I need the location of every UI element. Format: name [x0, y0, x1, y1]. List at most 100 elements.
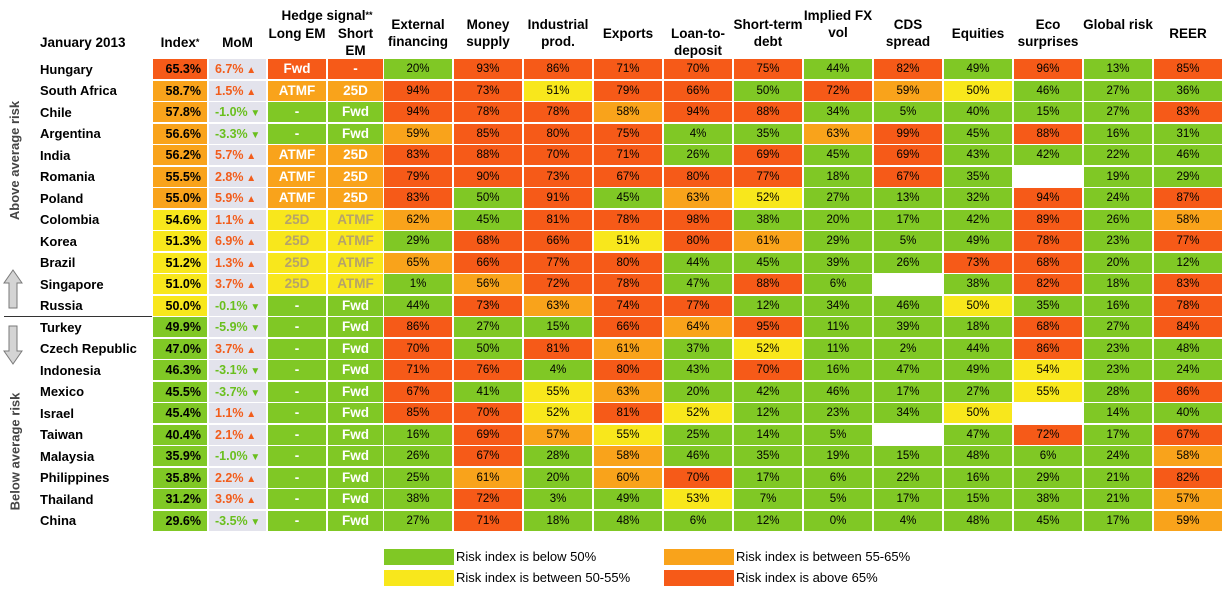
up-triangle-icon: ▲ — [243, 409, 257, 420]
data-cell: 16% — [384, 424, 452, 445]
down-triangle-icon: ▼ — [247, 108, 261, 119]
short-em-cell: 25D — [328, 166, 383, 187]
mom-value: 1.1% — [215, 212, 244, 227]
short-em-cell: Fwd — [328, 381, 383, 402]
data-cell: 11% — [804, 338, 872, 359]
data-cell: 73% — [944, 252, 1012, 273]
data-cell: 17% — [874, 489, 942, 509]
data-cell: 77% — [1154, 231, 1222, 251]
data-cell: 66% — [524, 231, 592, 251]
mom-cell: -3.7% ▼ — [209, 381, 266, 402]
data-cell: 73% — [454, 80, 522, 101]
data-cell: 50% — [944, 80, 1012, 101]
data-cell: 17% — [874, 209, 942, 230]
data-cell: 25% — [384, 467, 452, 488]
data-cell: 24% — [1154, 360, 1222, 380]
data-cell: 67% — [594, 166, 662, 187]
data-cell: 13% — [874, 188, 942, 208]
data-cell: 60% — [594, 467, 662, 488]
data-cell: 55% — [1014, 381, 1082, 402]
data-cell: 66% — [454, 252, 522, 273]
data-cell: 80% — [664, 166, 732, 187]
data-cell: 17% — [1084, 424, 1152, 445]
data-cell: 31% — [1154, 123, 1222, 144]
long-em-cell: 25D — [268, 252, 326, 273]
mom-cell: 5.7% ▲ — [209, 145, 266, 165]
data-cell: 59% — [384, 123, 452, 144]
country-label: Czech Republic — [40, 341, 137, 356]
data-cell: 87% — [1154, 188, 1222, 208]
long-em-cell: - — [268, 510, 326, 531]
index-cell: 51.3% — [153, 231, 207, 251]
data-cell: 85% — [454, 123, 522, 144]
legend-label: Risk index is above 65% — [736, 570, 878, 585]
data-cell: 26% — [664, 145, 732, 165]
data-cell: 81% — [524, 209, 592, 230]
data-cell: 34% — [874, 403, 942, 423]
data-cell: 4% — [524, 360, 592, 380]
mom-value: -5.9% — [215, 320, 248, 334]
data-cell: 77% — [664, 295, 732, 316]
data-cell: 70% — [524, 145, 592, 165]
data-cell: 80% — [524, 123, 592, 144]
mom-value: 6.7% — [215, 62, 244, 76]
index-cell: 56.2% — [153, 145, 207, 165]
country-label: Korea — [40, 233, 77, 249]
data-cell: 24% — [1084, 446, 1152, 466]
down-triangle-icon: ▼ — [247, 452, 261, 463]
data-cell: 19% — [804, 446, 872, 466]
index-header: Index* — [153, 34, 207, 51]
mom-cell: -1.0% ▼ — [209, 102, 266, 122]
mom-value: -0.1% — [215, 298, 248, 313]
data-cell: 93% — [454, 59, 522, 79]
down-triangle-icon: ▼ — [247, 129, 261, 141]
data-cell: 23% — [1084, 360, 1152, 380]
data-cell: 72% — [1014, 424, 1082, 445]
up-triangle-icon: ▲ — [243, 430, 257, 442]
data-cell: 66% — [594, 317, 662, 337]
data-cell: 16% — [1084, 123, 1152, 144]
data-cell: 50% — [454, 338, 522, 359]
data-cell: 20% — [1084, 252, 1152, 273]
data-cell: 52% — [734, 338, 802, 359]
data-cell: 13% — [1084, 59, 1152, 79]
data-cell: 82% — [874, 59, 942, 79]
data-cell: 38% — [1014, 489, 1082, 509]
data-cell: 44% — [384, 295, 452, 316]
mom-cell: 3.7% ▲ — [209, 274, 266, 294]
column-header: REER — [1169, 26, 1207, 41]
mom-value: 2.2% — [215, 470, 244, 485]
country-label: Taiwan — [40, 427, 84, 442]
long-em-cell: 25D — [268, 209, 326, 230]
data-cell: 12% — [1154, 252, 1222, 273]
data-cell: 75% — [594, 123, 662, 144]
column-header: Global risk — [1083, 17, 1153, 32]
data-cell: 45% — [594, 188, 662, 208]
mom-cell: 2.1% ▲ — [209, 424, 266, 445]
data-cell: 49% — [944, 59, 1012, 79]
data-cell: 85% — [1154, 59, 1222, 79]
data-cell: 48% — [1154, 338, 1222, 359]
data-cell: 40% — [1154, 403, 1222, 423]
data-cell: 88% — [734, 102, 802, 122]
short-em-cell: 25D — [328, 145, 383, 165]
up-triangle-icon: ▲ — [243, 151, 257, 162]
column-header: Money supply — [466, 17, 510, 49]
country-label: Poland — [40, 190, 84, 206]
mom-cell: -3.5% ▼ — [209, 510, 266, 531]
above-average-risk-text: Above average risk — [7, 100, 23, 220]
short-em-cell: ATMF — [328, 252, 383, 273]
long-em-cell: - — [268, 424, 326, 445]
up-triangle-icon: ▲ — [243, 86, 257, 98]
data-cell: 15% — [874, 446, 942, 466]
data-cell: 53% — [664, 489, 732, 509]
long-em-cell: - — [268, 381, 326, 402]
mom-cell: 1.3% ▲ — [209, 252, 266, 273]
data-cell: 2% — [874, 338, 942, 359]
above-average-risk-label: Above average risk — [2, 60, 28, 260]
data-cell: 5% — [804, 489, 872, 509]
country-label: India — [40, 147, 71, 163]
data-cell: 44% — [804, 59, 872, 79]
country-label: South Africa — [40, 83, 117, 98]
data-cell: 46% — [664, 446, 732, 466]
